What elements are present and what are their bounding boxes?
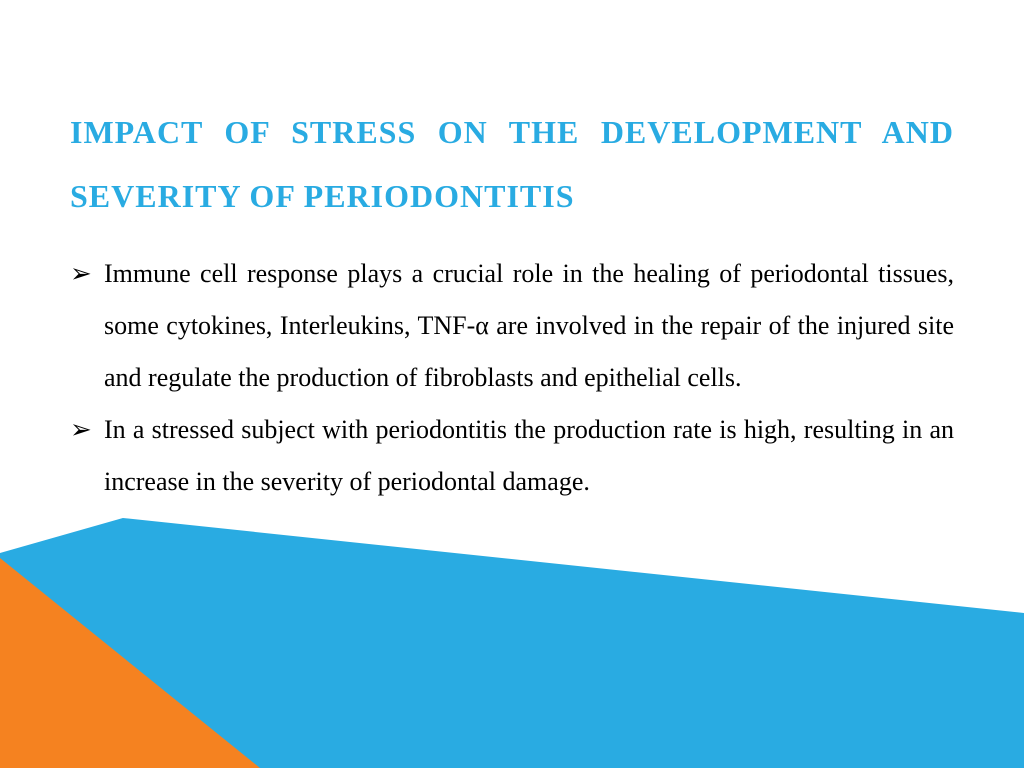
list-item: Immune cell response plays a crucial rol… bbox=[70, 248, 954, 404]
bullet-text: In a stressed subject with periodontitis… bbox=[104, 415, 954, 496]
slide: IMPACT OF STRESS ON THE DEVELOPMENT AND … bbox=[0, 0, 1024, 768]
bullet-text: Immune cell response plays a crucial rol… bbox=[104, 259, 954, 392]
decoration-triangle-orange bbox=[0, 558, 260, 768]
list-item: In a stressed subject with periodontitis… bbox=[70, 404, 954, 508]
slide-title: IMPACT OF STRESS ON THE DEVELOPMENT AND … bbox=[70, 100, 954, 228]
bullet-list: Immune cell response plays a crucial rol… bbox=[70, 248, 954, 508]
